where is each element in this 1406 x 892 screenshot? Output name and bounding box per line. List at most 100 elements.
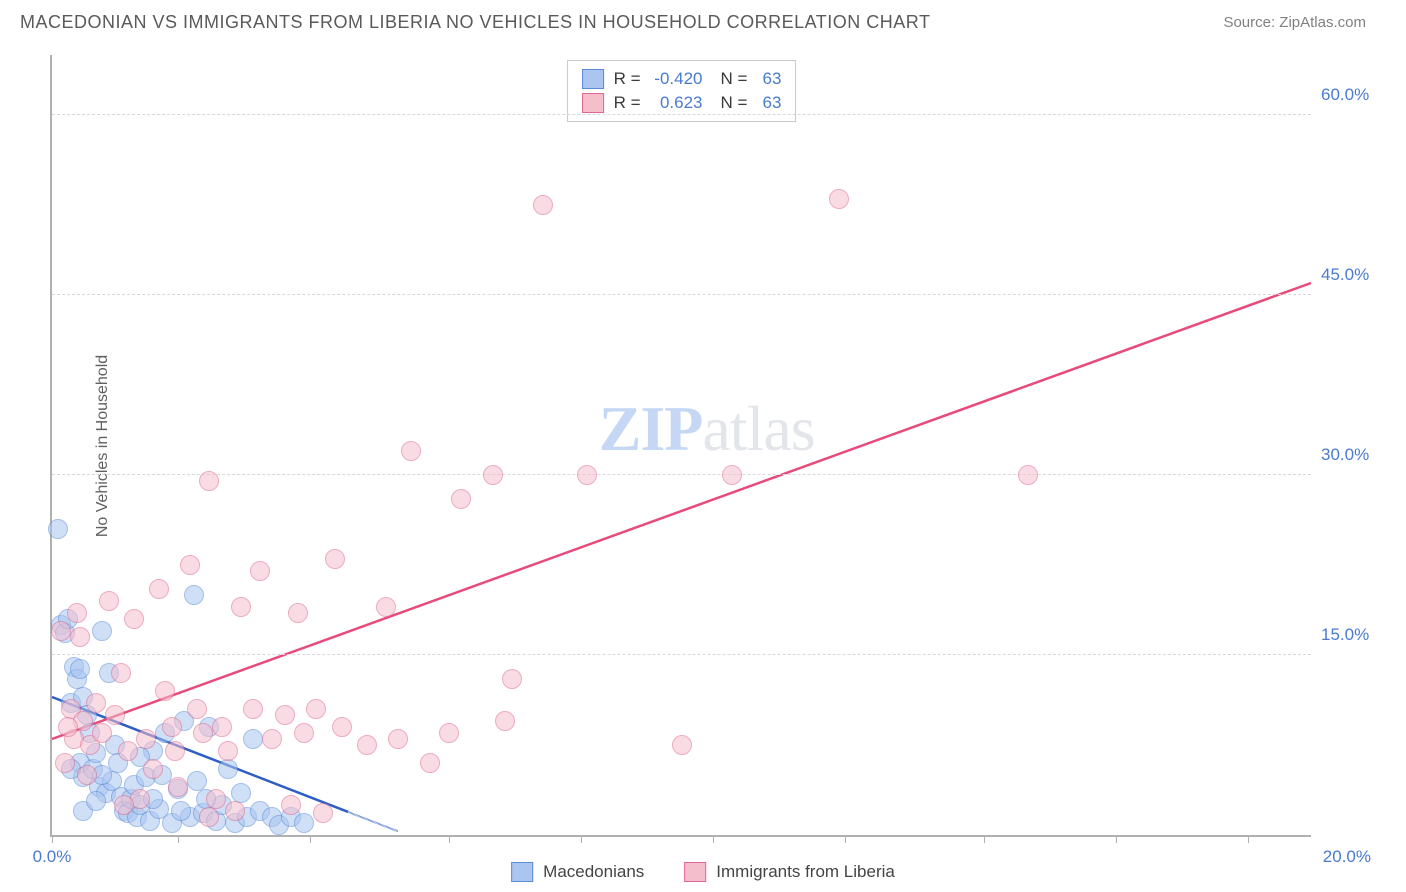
scatter-point-macedonians bbox=[218, 759, 238, 779]
scatter-point-liberia bbox=[149, 579, 169, 599]
scatter-point-macedonians bbox=[184, 585, 204, 605]
x-tick bbox=[1116, 835, 1117, 843]
scatter-point-liberia bbox=[722, 465, 742, 485]
scatter-point-liberia bbox=[281, 795, 301, 815]
scatter-point-macedonians bbox=[48, 519, 68, 539]
gridline bbox=[52, 114, 1311, 115]
scatter-point-liberia bbox=[420, 753, 440, 773]
scatter-point-liberia bbox=[155, 681, 175, 701]
scatter-point-liberia bbox=[199, 471, 219, 491]
scatter-point-liberia bbox=[275, 705, 295, 725]
x-tick bbox=[52, 835, 53, 843]
scatter-point-liberia bbox=[212, 717, 232, 737]
scatter-point-liberia bbox=[168, 777, 188, 797]
x-tick bbox=[984, 835, 985, 843]
x-tick bbox=[1248, 835, 1249, 843]
scatter-point-liberia bbox=[180, 555, 200, 575]
scatter-point-liberia bbox=[67, 603, 87, 623]
scatter-point-liberia bbox=[86, 693, 106, 713]
scatter-point-liberia bbox=[294, 723, 314, 743]
scatter-point-liberia bbox=[114, 795, 134, 815]
scatter-point-liberia bbox=[1018, 465, 1038, 485]
scatter-point-liberia bbox=[55, 753, 75, 773]
x-tick bbox=[178, 835, 179, 843]
scatter-point-liberia bbox=[225, 801, 245, 821]
legend-label-liberia: Immigrants from Liberia bbox=[716, 862, 895, 882]
scatter-point-liberia bbox=[51, 621, 71, 641]
scatter-point-liberia bbox=[70, 627, 90, 647]
scatter-point-liberia bbox=[165, 741, 185, 761]
scatter-point-macedonians bbox=[86, 791, 106, 811]
gridline bbox=[52, 474, 1311, 475]
scatter-point-liberia bbox=[451, 489, 471, 509]
scatter-point-liberia bbox=[332, 717, 352, 737]
scatter-point-liberia bbox=[92, 723, 112, 743]
scatter-point-macedonians bbox=[187, 771, 207, 791]
x-axis-min-label: 0.0% bbox=[33, 847, 72, 867]
scatter-point-liberia bbox=[502, 669, 522, 689]
trend-line-liberia bbox=[52, 283, 1311, 739]
trend-lines-svg bbox=[52, 55, 1311, 835]
scatter-point-liberia bbox=[401, 441, 421, 461]
scatter-point-liberia bbox=[199, 807, 219, 827]
x-axis-max-label: 20.0% bbox=[1323, 847, 1371, 867]
scatter-point-liberia bbox=[288, 603, 308, 623]
y-tick-label: 45.0% bbox=[1321, 265, 1391, 285]
scatter-point-macedonians bbox=[92, 621, 112, 641]
scatter-point-liberia bbox=[829, 189, 849, 209]
x-tick bbox=[845, 835, 846, 843]
trend-line-dash-macedonians bbox=[348, 812, 398, 832]
legend-swatch-liberia-icon bbox=[684, 862, 706, 882]
scatter-point-liberia bbox=[533, 195, 553, 215]
scatter-point-liberia bbox=[105, 705, 125, 725]
x-tick bbox=[449, 835, 450, 843]
chart-plot-area: ZIPatlas R =-0.420N =63R =0.623N =63 0.0… bbox=[50, 55, 1311, 837]
bottom-legend: Macedonians Immigrants from Liberia bbox=[511, 862, 895, 882]
scatter-point-liberia bbox=[262, 729, 282, 749]
scatter-point-liberia bbox=[218, 741, 238, 761]
scatter-point-liberia bbox=[672, 735, 692, 755]
scatter-point-liberia bbox=[306, 699, 326, 719]
scatter-point-macedonians bbox=[294, 813, 314, 833]
legend-swatch-macedonians-icon bbox=[511, 862, 533, 882]
gridline bbox=[52, 294, 1311, 295]
scatter-point-liberia bbox=[187, 699, 207, 719]
scatter-point-liberia bbox=[495, 711, 515, 731]
scatter-point-liberia bbox=[118, 741, 138, 761]
scatter-point-liberia bbox=[77, 765, 97, 785]
scatter-point-liberia bbox=[58, 717, 78, 737]
scatter-point-liberia bbox=[193, 723, 213, 743]
scatter-point-liberia bbox=[243, 699, 263, 719]
legend-label-macedonians: Macedonians bbox=[543, 862, 644, 882]
gridline bbox=[52, 654, 1311, 655]
chart-title: MACEDONIAN VS IMMIGRANTS FROM LIBERIA NO… bbox=[20, 12, 930, 33]
scatter-point-macedonians bbox=[231, 783, 251, 803]
scatter-point-liberia bbox=[136, 729, 156, 749]
y-tick-label: 60.0% bbox=[1321, 85, 1391, 105]
scatter-point-liberia bbox=[124, 609, 144, 629]
scatter-point-liberia bbox=[439, 723, 459, 743]
scatter-point-liberia bbox=[250, 561, 270, 581]
legend-item-macedonians: Macedonians bbox=[511, 862, 644, 882]
scatter-point-liberia bbox=[99, 591, 119, 611]
scatter-point-liberia bbox=[483, 465, 503, 485]
scatter-point-liberia bbox=[325, 549, 345, 569]
x-tick bbox=[310, 835, 311, 843]
legend-item-liberia: Immigrants from Liberia bbox=[684, 862, 895, 882]
y-tick-label: 30.0% bbox=[1321, 445, 1391, 465]
scatter-point-liberia bbox=[143, 759, 163, 779]
x-tick bbox=[581, 835, 582, 843]
y-tick-label: 15.0% bbox=[1321, 625, 1391, 645]
scatter-point-macedonians bbox=[243, 729, 263, 749]
scatter-point-macedonians bbox=[70, 659, 90, 679]
scatter-point-liberia bbox=[111, 663, 131, 683]
scatter-point-macedonians bbox=[171, 801, 191, 821]
scatter-point-liberia bbox=[313, 803, 333, 823]
scatter-point-liberia bbox=[206, 789, 226, 809]
scatter-point-liberia bbox=[388, 729, 408, 749]
chart-source: Source: ZipAtlas.com bbox=[1223, 14, 1366, 31]
scatter-point-liberia bbox=[376, 597, 396, 617]
x-tick bbox=[713, 835, 714, 843]
scatter-point-liberia bbox=[162, 717, 182, 737]
scatter-point-liberia bbox=[231, 597, 251, 617]
